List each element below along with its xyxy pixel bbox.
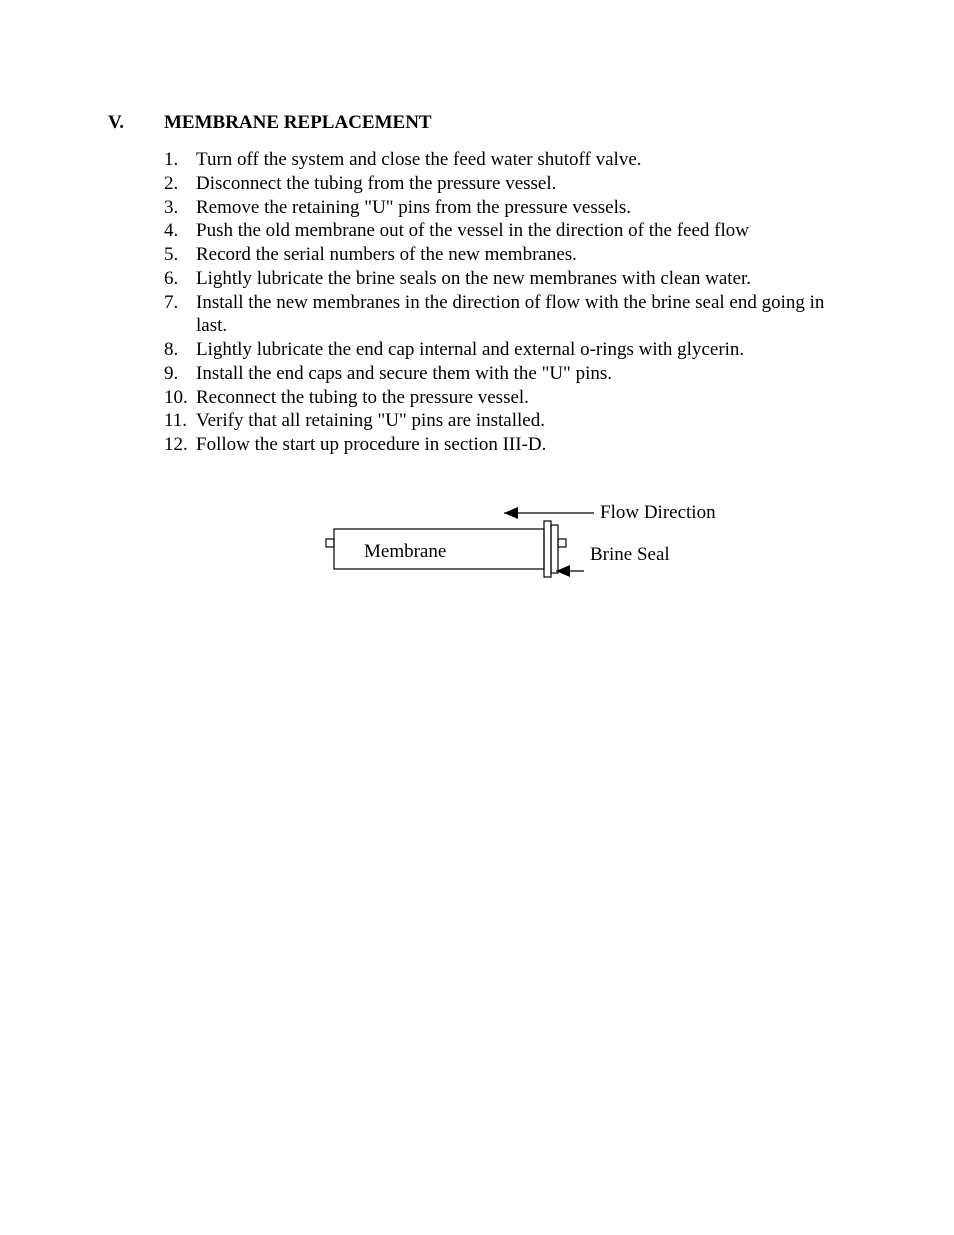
list-item: 10.Reconnect the tubing to the pressure …: [164, 386, 846, 410]
list-item: 6.Lightly lubricate the brine seals on t…: [164, 267, 846, 291]
step-text: Verify that all retaining "U" pins are i…: [196, 409, 846, 433]
step-text: Push the old membrane out of the vessel …: [196, 219, 846, 243]
heading-number: V.: [108, 112, 164, 134]
step-number: 5.: [164, 243, 196, 267]
svg-text:Membrane: Membrane: [364, 541, 446, 562]
step-text: Follow the start up procedure in section…: [196, 433, 846, 457]
list-item: 8.Lightly lubricate the end cap internal…: [164, 338, 846, 362]
step-text: Turn off the system and close the feed w…: [196, 148, 846, 172]
step-number: 9.: [164, 362, 196, 386]
step-text: Lightly lubricate the end cap internal a…: [196, 338, 846, 362]
step-text: Install the end caps and secure them wit…: [196, 362, 846, 386]
step-text: Install the new membranes in the directi…: [196, 291, 846, 339]
step-text: Record the serial numbers of the new mem…: [196, 243, 846, 267]
list-item: 4.Push the old membrane out of the vesse…: [164, 219, 846, 243]
step-number: 3.: [164, 196, 196, 220]
step-text: Remove the retaining "U" pins from the p…: [196, 196, 846, 220]
heading-title: MEMBRANE REPLACEMENT: [164, 112, 432, 134]
list-item: 5.Record the serial numbers of the new m…: [164, 243, 846, 267]
svg-text:Flow Direction: Flow Direction: [600, 502, 716, 523]
step-text: Lightly lubricate the brine seals on the…: [196, 267, 846, 291]
page: V. MEMBRANE REPLACEMENT 1.Turn off the s…: [0, 0, 954, 607]
list-item: 2.Disconnect the tubing from the pressur…: [164, 172, 846, 196]
steps-list: 1.Turn off the system and close the feed…: [164, 148, 846, 457]
list-item: 7.Install the new membranes in the direc…: [164, 291, 846, 339]
list-item: 12.Follow the start up procedure in sect…: [164, 433, 846, 457]
step-number: 8.: [164, 338, 196, 362]
list-item: 1.Turn off the system and close the feed…: [164, 148, 846, 172]
step-number: 10.: [164, 386, 196, 410]
list-item: 9.Install the end caps and secure them w…: [164, 362, 846, 386]
step-number: 1.: [164, 148, 196, 172]
step-number: 6.: [164, 267, 196, 291]
list-item: 3.Remove the retaining "U" pins from the…: [164, 196, 846, 220]
step-number: 11.: [164, 409, 196, 433]
step-number: 4.: [164, 219, 196, 243]
section-heading: V. MEMBRANE REPLACEMENT: [108, 112, 846, 134]
step-number: 12.: [164, 433, 196, 457]
list-item: 11.Verify that all retaining "U" pins ar…: [164, 409, 846, 433]
step-text: Reconnect the tubing to the pressure ves…: [196, 386, 846, 410]
step-number: 7.: [164, 291, 196, 339]
step-number: 2.: [164, 172, 196, 196]
diagram-svg: Membrane Flow Direction Brine Seal: [164, 487, 804, 607]
membrane-diagram: Membrane Flow Direction Brine Seal: [164, 487, 846, 607]
step-text: Disconnect the tubing from the pressure …: [196, 172, 846, 196]
svg-text:Brine Seal: Brine Seal: [590, 544, 670, 565]
